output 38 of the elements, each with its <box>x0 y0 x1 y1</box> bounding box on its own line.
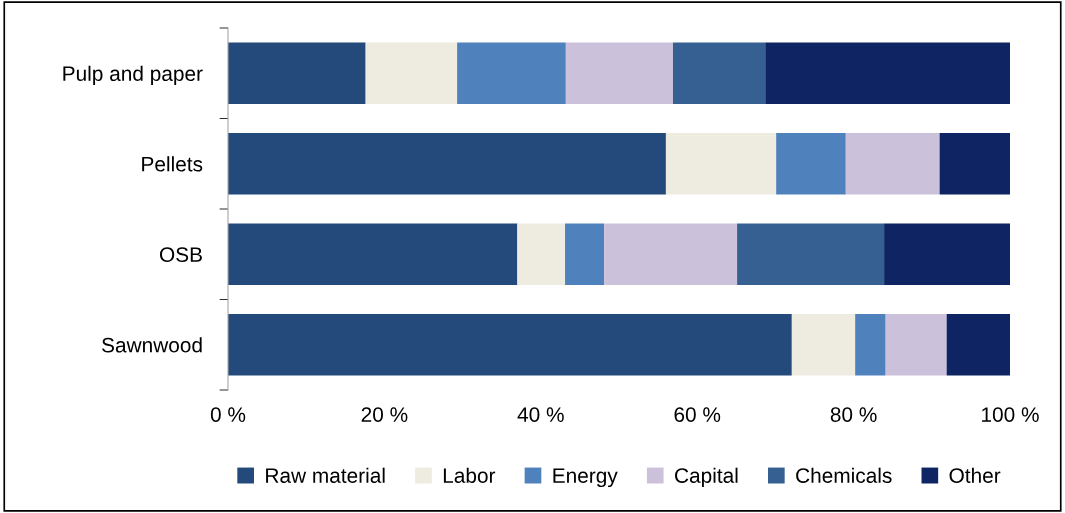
x-tick-label: 60 % <box>674 407 721 422</box>
bar <box>939 132 1010 195</box>
legend-label: Other <box>949 467 1001 483</box>
x-tick-label: 20 % <box>361 407 408 422</box>
y-tick-label: Pulp and paper <box>63 65 203 86</box>
bar <box>565 42 673 105</box>
x-tick-label: 100 % <box>982 407 1039 422</box>
y-tick-label: Pellets <box>142 156 203 172</box>
bar <box>885 313 947 376</box>
legend-label: Raw material <box>266 467 385 483</box>
bar <box>845 132 940 195</box>
y-tick-label: OSB <box>159 247 202 262</box>
legend-label: Labor <box>443 467 496 483</box>
bar <box>946 313 1010 376</box>
bar <box>672 42 766 105</box>
bar <box>365 42 458 105</box>
bar <box>604 223 738 286</box>
x-tick-label: 40 % <box>517 407 564 422</box>
bar <box>765 42 1010 105</box>
bar <box>457 42 566 105</box>
legend-label: Capital <box>675 467 738 488</box>
legend-label: Energy <box>553 468 618 488</box>
bar <box>884 223 1010 286</box>
bar <box>228 132 666 195</box>
bar <box>737 223 885 286</box>
x-tick-label: 0 % <box>210 407 246 422</box>
bar <box>565 223 605 286</box>
bar <box>228 313 792 376</box>
bar <box>665 132 777 195</box>
y-tick-label: Sawnwood <box>102 337 202 353</box>
bar <box>228 42 366 105</box>
bar <box>517 223 566 286</box>
legend-label: Chemicals <box>796 467 892 483</box>
bar <box>228 223 518 286</box>
bar <box>791 313 856 376</box>
bar <box>776 132 846 195</box>
bar <box>855 313 886 376</box>
x-tick-label: 80 % <box>830 407 877 422</box>
